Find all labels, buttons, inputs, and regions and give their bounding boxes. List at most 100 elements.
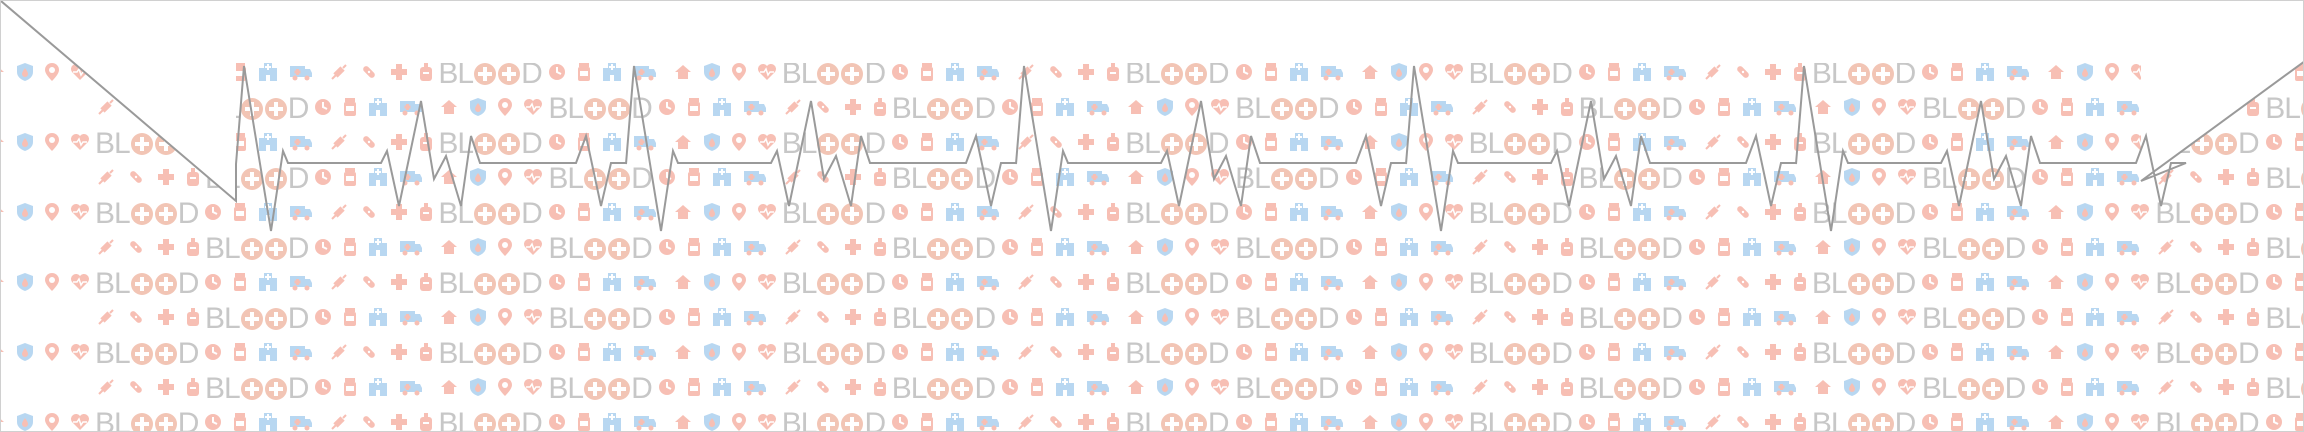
blood-bag-icon [419, 62, 433, 86]
hospital-icon [711, 237, 733, 261]
pill-bottle-icon [920, 132, 934, 156]
heart-icon [1210, 98, 1230, 120]
pill-bottle-icon [1607, 272, 1621, 296]
heart-icon [1897, 308, 1917, 330]
bandage-icon [1046, 132, 1066, 156]
ambulance-icon [1086, 238, 1110, 260]
blood-word-letter: B [1578, 302, 1599, 335]
cross-circle-letter-icon [927, 308, 950, 330]
cross-circle-letter-icon [1528, 203, 1551, 225]
pill-bottle-icon [2060, 307, 2074, 331]
blood-word-letter: L [114, 127, 131, 160]
blood-word-letter: D [1661, 162, 1683, 195]
ambulance-icon [289, 343, 313, 365]
syringe-icon [96, 237, 116, 261]
clock-icon [1344, 307, 1364, 331]
pill-bottle-icon [1950, 132, 1964, 156]
blood-bag-icon [1106, 202, 1120, 226]
map-pin-icon [1184, 97, 1200, 121]
hospital-icon [1741, 167, 1763, 191]
map-pin-icon [2104, 62, 2120, 86]
blood-word-letter: L [910, 162, 928, 195]
hospital-icon [1974, 272, 1996, 296]
blood-word-letter: B [205, 232, 225, 265]
cross-circle-letter-icon [951, 308, 974, 330]
cross-circle-letter-icon [1614, 168, 1637, 190]
clock-icon [890, 62, 910, 86]
cross-circle-letter-icon [2214, 273, 2237, 295]
shield-drop-icon [1390, 132, 1408, 156]
medical-cross-icon [2216, 167, 2236, 191]
blood-word-letter: L [1254, 232, 1271, 265]
cross-circle-letter-icon [1614, 308, 1637, 330]
blood-bag-icon [2246, 237, 2260, 261]
heart-icon [757, 203, 777, 225]
blood-word-letter: B [1921, 162, 1942, 195]
clock-icon [1577, 62, 1597, 86]
house-icon [1, 202, 6, 226]
blood-word-letter: L [2174, 197, 2191, 230]
heart-icon [70, 203, 90, 225]
cross-circle-letter-icon [1294, 168, 1317, 190]
heart-icon [523, 168, 543, 190]
ambulance-icon [633, 63, 657, 85]
blood-word-letter: L [1597, 92, 1615, 125]
blood-word-letter: D [1894, 57, 1917, 90]
shield-drop-icon [469, 237, 487, 261]
ambulance-icon [2116, 98, 2140, 120]
hospital-icon [1631, 62, 1653, 86]
heart-icon [2130, 203, 2150, 225]
shield-drop-icon [1156, 97, 1174, 121]
pattern-unit: BLD [2151, 302, 2303, 336]
blood-word-letter: L [567, 302, 584, 335]
blood-word: BLD [2265, 302, 2303, 336]
pill-bottle-icon [1264, 272, 1278, 296]
syringe-icon [1703, 132, 1723, 156]
blood-word-letter: L [1487, 267, 1505, 300]
pill-bottle-icon [1030, 167, 1044, 191]
cross-circle-letter-icon [608, 308, 631, 330]
cross-circle-letter-icon [1528, 133, 1551, 155]
house-icon [2046, 272, 2066, 296]
bandage-icon [359, 202, 379, 226]
medical-cross-icon [2216, 237, 2236, 261]
house-icon [1, 272, 6, 296]
ambulance-icon [1320, 133, 1344, 155]
pill-bottle-icon [233, 202, 247, 226]
blood-word-letter: D [631, 232, 653, 265]
clock-icon [313, 307, 333, 331]
syringe-icon [1470, 307, 1490, 331]
hospital-icon [1054, 97, 1076, 121]
blood-word-letter: D [177, 267, 200, 300]
map-pin-icon [44, 202, 60, 226]
clock-icon [1344, 167, 1364, 191]
cross-circle-letter-icon [1957, 98, 1980, 120]
cross-circle-letter-icon [130, 133, 153, 155]
clock-icon [1000, 237, 1020, 261]
pill-bottle-icon [1264, 62, 1278, 86]
blood-word-letter: L [1487, 57, 1505, 90]
syringe-icon [329, 132, 349, 156]
house-icon [673, 62, 693, 86]
syringe-icon [329, 272, 349, 296]
hospital-icon [2084, 237, 2106, 261]
hospital-icon [1741, 307, 1763, 331]
heart-icon [523, 98, 543, 120]
ambulance-icon [743, 168, 767, 190]
cross-circle-letter-icon [1270, 238, 1293, 260]
pill-bottle-icon [920, 202, 934, 226]
blood-word-letter: L [800, 197, 818, 230]
cross-circle-letter-icon [1614, 238, 1637, 260]
blood-word-letter: D [521, 57, 543, 90]
cross-circle-letter-icon [1871, 63, 1894, 85]
pill-bottle-icon [577, 202, 591, 226]
